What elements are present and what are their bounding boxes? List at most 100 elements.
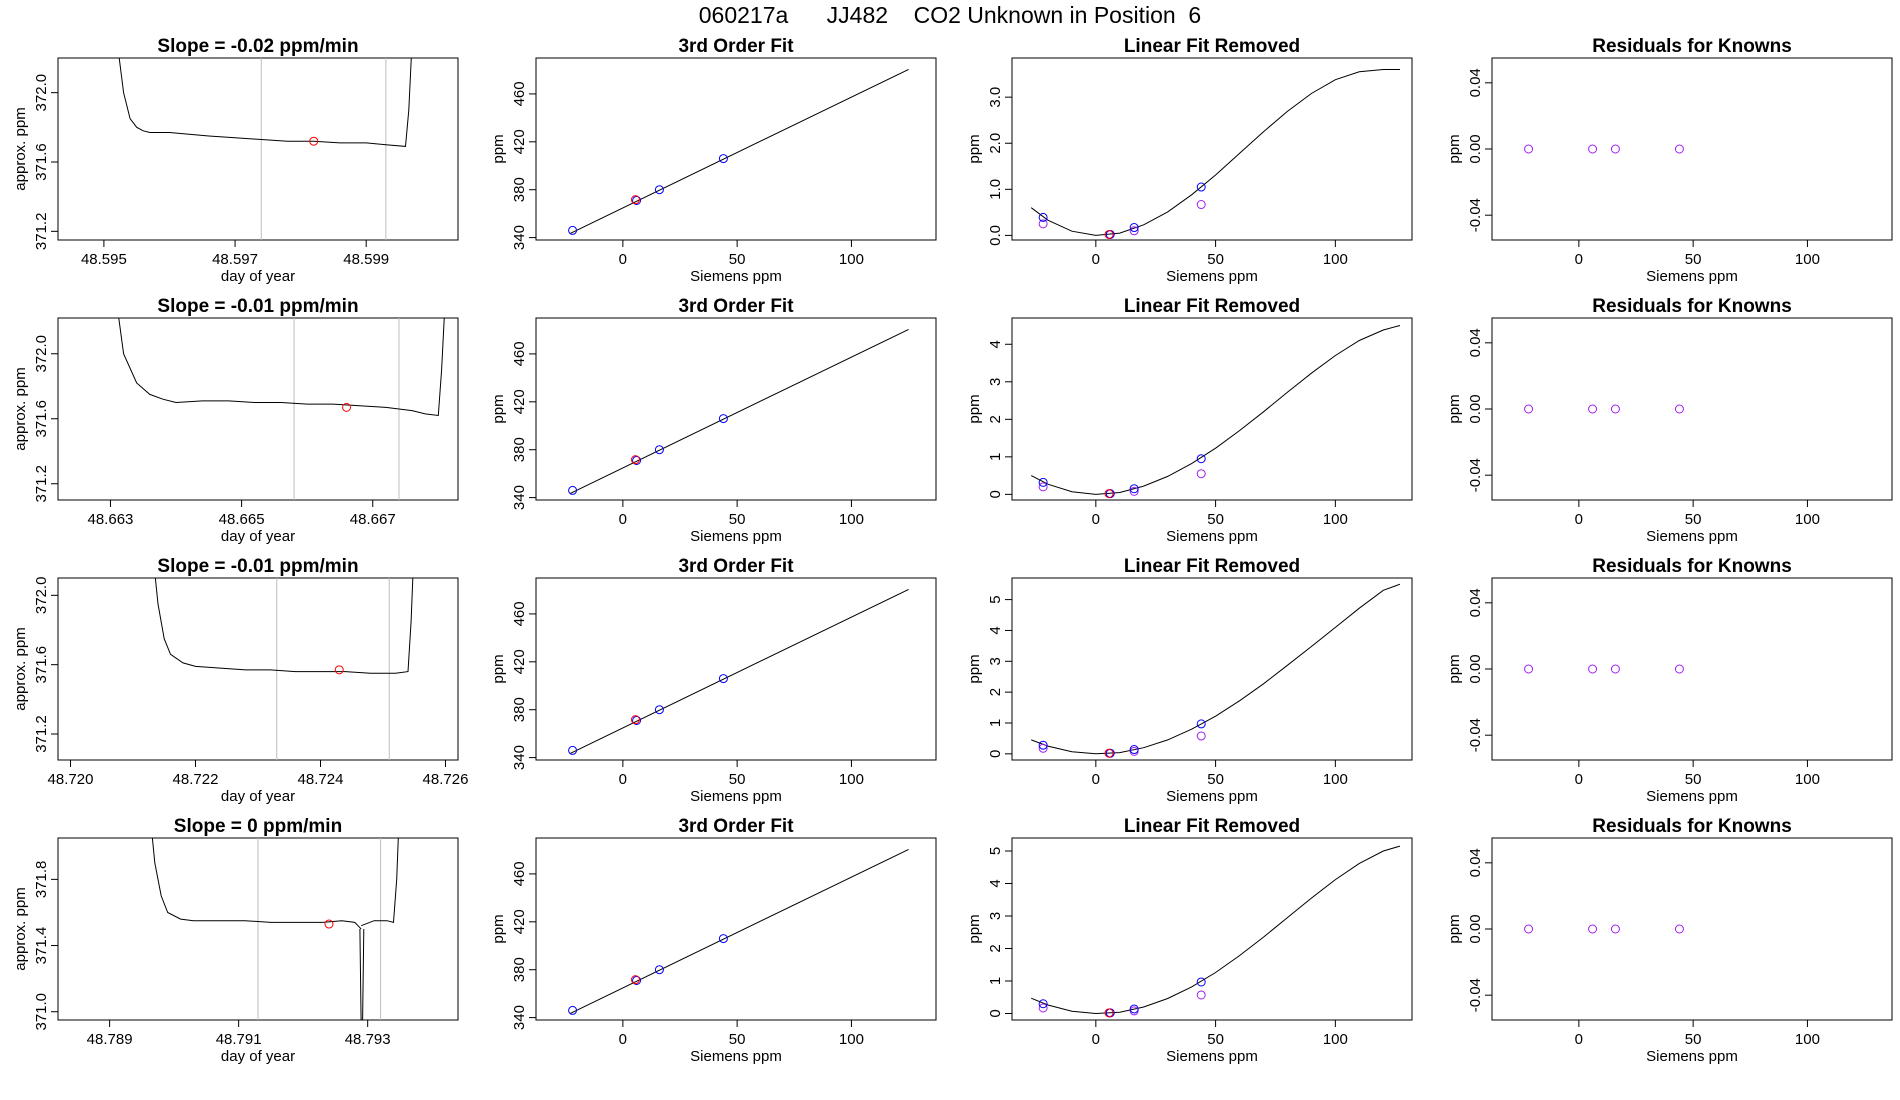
plot-area: [118, 58, 412, 240]
fit-point: [1196, 990, 1206, 1000]
panel-title: Linear Fit Removed: [1124, 296, 1300, 317]
fit-line: [570, 68, 909, 234]
y-axis-label: ppm: [1446, 394, 1463, 423]
y-tick-label: 371.6: [33, 646, 50, 684]
y-tick-label: 372.0: [33, 335, 50, 373]
panel-title: Linear Fit Removed: [1124, 816, 1300, 837]
y-tick-label: 371.6: [33, 143, 50, 181]
plot-area: [1030, 325, 1401, 499]
plot-frame: [1491, 57, 1893, 241]
y-tick-label: 340: [511, 1005, 528, 1030]
plot-frame: [535, 317, 937, 501]
x-axis-label: day of year: [221, 528, 295, 545]
residual-curve: [1030, 325, 1401, 495]
plot-frame: [1491, 317, 1893, 501]
known-point: [632, 975, 642, 985]
y-tick-label: 2: [987, 944, 1004, 952]
residual-point: [1524, 664, 1534, 674]
y-tick-label: 340: [511, 225, 528, 250]
plot-frame: [535, 837, 937, 1021]
x-tick-label: 0: [619, 511, 627, 528]
y-tick-label: 2: [987, 688, 1004, 696]
y-tick-label: 340: [511, 485, 528, 510]
y-tick-label: 0.04: [1467, 328, 1484, 357]
y-tick-label: 460: [511, 601, 528, 626]
x-axis-label: Siemens ppm: [1646, 528, 1738, 545]
fit-line: [570, 328, 909, 494]
residual-point: [1524, 144, 1534, 154]
x-tick-label: 50: [1685, 771, 1702, 788]
x-tick-label: 0: [1092, 771, 1100, 788]
residual-point: [1524, 924, 1534, 934]
y-tick-label: -0.04: [1467, 718, 1484, 752]
y-tick-label: -0.04: [1467, 458, 1484, 492]
y-tick-label: 372.0: [33, 577, 50, 615]
plot-area: [1524, 924, 1684, 934]
y-tick-label: 0.04: [1467, 68, 1484, 97]
residual-curve: [1031, 845, 1401, 1015]
y-axis-label: ppm: [966, 394, 983, 423]
known-point: [1129, 745, 1139, 755]
plot-frame: [1011, 577, 1413, 761]
known-point: [1196, 977, 1206, 987]
y-axis-label: ppm: [966, 134, 983, 163]
x-tick-label: 0: [1575, 251, 1583, 268]
y-tick-label: 0: [987, 1009, 1004, 1017]
plot-frame: [1011, 317, 1413, 501]
plot-area: [118, 318, 445, 500]
panel-title: 3rd Order Fit: [678, 296, 794, 317]
known-point: [568, 485, 578, 495]
x-axis-label: Siemens ppm: [1646, 788, 1738, 805]
drift-trace-line: [361, 838, 399, 927]
y-tick-label: 1: [987, 453, 1004, 461]
drift-trace-line: [359, 928, 365, 1020]
x-tick-label: 48.793: [345, 1031, 391, 1048]
y-tick-label: 380: [511, 437, 528, 462]
known-point: [1038, 740, 1048, 750]
known-point: [1038, 999, 1048, 1009]
unknown-point: [1104, 489, 1114, 499]
panel-fit-row1: 3rd Order Fit 0 50 100 340 380 420 460 Siemens p…: [490, 296, 937, 545]
y-axis-label: ppm: [966, 914, 983, 943]
y-tick-label: 0.04: [1467, 588, 1484, 617]
y-tick-label: 0.00: [1467, 654, 1484, 683]
y-axis-label: ppm: [490, 134, 507, 163]
x-tick-label: 48.720: [48, 771, 94, 788]
residual-point: [1610, 144, 1620, 154]
y-axis-label: ppm: [490, 654, 507, 683]
x-axis-label: Siemens ppm: [690, 268, 782, 285]
residual-point: [1524, 404, 1534, 414]
drift-trace-line: [154, 578, 414, 674]
x-tick-label: 0: [1092, 511, 1100, 528]
y-tick-label: 380: [511, 697, 528, 722]
panel-title: Residuals for Knowns: [1592, 36, 1792, 57]
x-tick-label: 0: [1575, 1031, 1583, 1048]
x-tick-label: 50: [1207, 251, 1224, 268]
x-tick-label: 0: [1092, 251, 1100, 268]
x-tick-label: 0: [619, 1031, 627, 1048]
y-tick-label: 3.0: [987, 87, 1004, 108]
y-tick-label: 420: [511, 649, 528, 674]
y-tick-label: 0: [987, 750, 1004, 758]
plot-frame: [57, 57, 459, 241]
y-tick-label: 1: [987, 719, 1004, 727]
plot-frame: [1011, 57, 1413, 241]
y-tick-label: 371.2: [33, 465, 50, 503]
known-point: [654, 185, 664, 195]
y-tick-label: 5: [987, 595, 1004, 603]
y-tick-label: 371.2: [33, 213, 50, 251]
residual-point: [1588, 664, 1598, 674]
drift-trace-line: [118, 58, 412, 147]
plot-area: [568, 328, 909, 495]
x-tick-label: 0: [1575, 511, 1583, 528]
y-tick-label: 2: [987, 415, 1004, 423]
known-point: [568, 745, 578, 755]
x-tick-label: 48.726: [423, 771, 469, 788]
known-point: [568, 225, 578, 235]
x-axis-label: Siemens ppm: [1166, 788, 1258, 805]
y-tick-label: 380: [511, 957, 528, 982]
x-tick-label: 48.599: [343, 251, 389, 268]
unknown-point: [1104, 229, 1114, 239]
panel-fit-row2: 3rd Order Fit 0 50 100 340 380 420 460 Siemens p…: [490, 556, 937, 805]
unknown-point: [1104, 748, 1114, 758]
